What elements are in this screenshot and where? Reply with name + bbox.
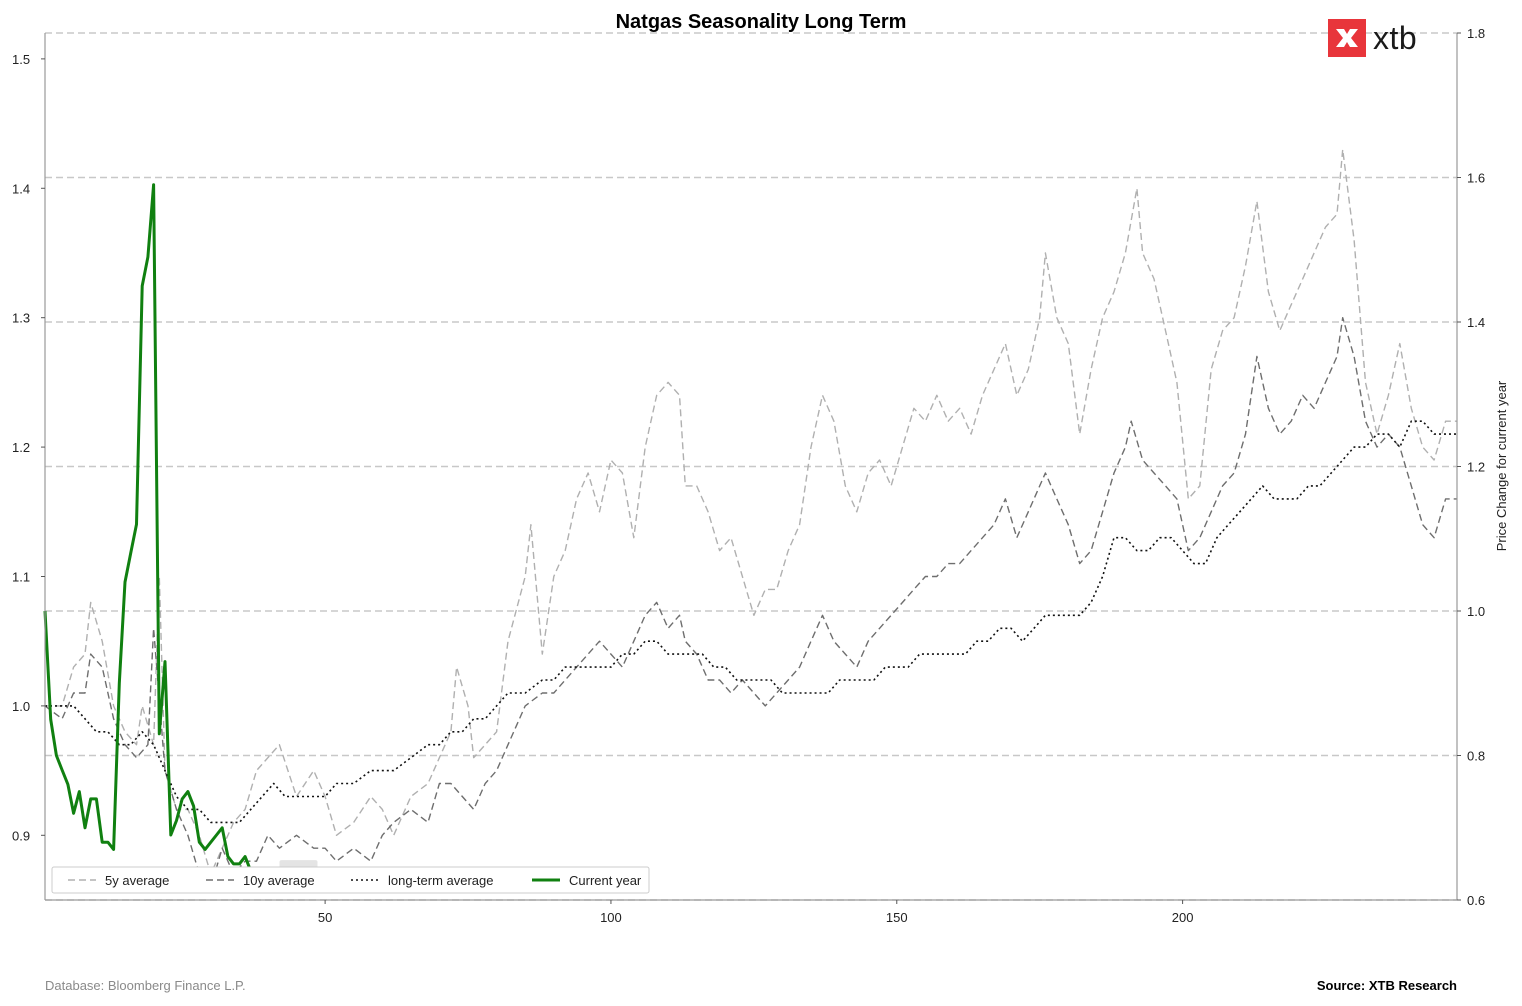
legend: 5y average 10y average long-term average Cu… — [51, 866, 650, 894]
series-line-current-year — [43, 183, 257, 873]
right-tick-label: 0.6 — [1467, 893, 1485, 908]
right-tick-label: 1.6 — [1467, 171, 1485, 186]
x-tick-label: 200 — [1172, 910, 1194, 925]
right-axis-label: Price Change for current year — [1494, 380, 1509, 551]
chart-title: Natgas Seasonality Long Term — [616, 11, 907, 33]
legend-label: 10y average — [243, 873, 315, 888]
left-tick-label: 1.2 — [12, 440, 30, 455]
source-note: Source: XTB Research — [1316, 978, 1457, 993]
axes: 0.9 1.0 1.1 1.2 1.3 1.4 1.5 0.6 0.8 1.0 1.2 1.4 1.6 1… — [12, 26, 1485, 925]
x-tick-label: 50 — [318, 910, 332, 925]
xtb-logo-text: xtb — [1373, 19, 1418, 56]
grid-lines — [45, 32, 1457, 901]
legend-label: Current year — [569, 873, 642, 888]
legend-box — [51, 866, 650, 894]
series-line-5y-average — [45, 148, 1457, 875]
right-tick-label: 1.8 — [1467, 26, 1485, 41]
xtb-logo-mark-icon — [1328, 19, 1366, 57]
xtb-logo: xtb — [1328, 18, 1417, 58]
left-tick-label: 1.5 — [12, 52, 30, 67]
left-tick-label: 1.1 — [12, 569, 30, 584]
right-tick-label: 0.8 — [1467, 749, 1485, 764]
right-tick-label: 1.4 — [1467, 315, 1485, 330]
series-lines: 0.64 — [43, 148, 1457, 888]
legend-label: 5y average — [105, 873, 169, 888]
left-tick-label: 1.4 — [12, 181, 30, 196]
x-tick-label: 100 — [600, 910, 622, 925]
series-line-10y-average — [44, 317, 1457, 888]
left-tick-label: 1.3 — [12, 311, 30, 326]
left-tick-label: 0.9 — [12, 828, 30, 843]
legend-label: long-term average — [388, 873, 494, 888]
database-note: Database: Bloomberg Finance L.P. — [45, 978, 246, 993]
x-tick-label: 150 — [886, 910, 908, 925]
right-tick-label: 1.2 — [1467, 460, 1485, 475]
left-tick-label: 1.0 — [12, 699, 30, 714]
right-tick-label: 1.0 — [1467, 604, 1485, 619]
series-line-long-term-average — [45, 420, 1457, 824]
